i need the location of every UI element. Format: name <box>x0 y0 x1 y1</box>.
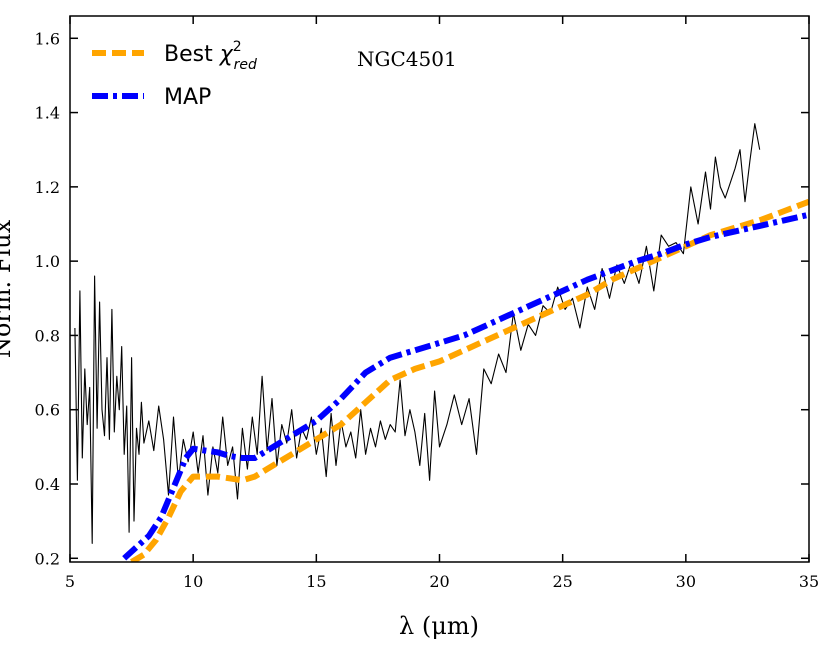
legend: Best χ2 red MAP <box>92 39 257 110</box>
y-tick-label: 0.2 <box>35 549 60 568</box>
y-tick-label: 1.4 <box>35 104 60 123</box>
y-tick-label: 0.4 <box>35 475 60 494</box>
map-line <box>122 211 809 561</box>
y-tick-label: 1.0 <box>35 252 60 271</box>
x-tick-label: 25 <box>552 572 572 591</box>
y-tick-label: 1.2 <box>35 178 60 197</box>
legend-label-best-fit: Best χ2 red <box>164 39 257 73</box>
chart-annotation: NGC4501 <box>357 47 457 71</box>
x-tick-label: 35 <box>799 572 819 591</box>
ticks-layer: 5 10 15 20 25 30 35 0.2 0.4 0.6 0.8 1.0 1.2 1.4 1.6 <box>35 16 819 591</box>
x-tick-label: 15 <box>306 572 326 591</box>
y-axis-label: Norm. Flux <box>0 219 16 358</box>
best-fit-line <box>130 198 809 562</box>
x-tick-label: 10 <box>183 572 203 591</box>
y-tick-label: 1.6 <box>35 29 60 48</box>
legend-label-map: MAP <box>164 85 211 110</box>
x-tick-label: 20 <box>429 572 449 591</box>
y-tick-label: 0.6 <box>35 401 60 420</box>
x-tick-label: 5 <box>65 572 75 591</box>
series-layer <box>74 123 809 562</box>
x-axis-label: λ (μm) <box>399 612 479 640</box>
y-tick-label: 0.8 <box>35 326 60 345</box>
x-tick-label: 30 <box>676 572 696 591</box>
